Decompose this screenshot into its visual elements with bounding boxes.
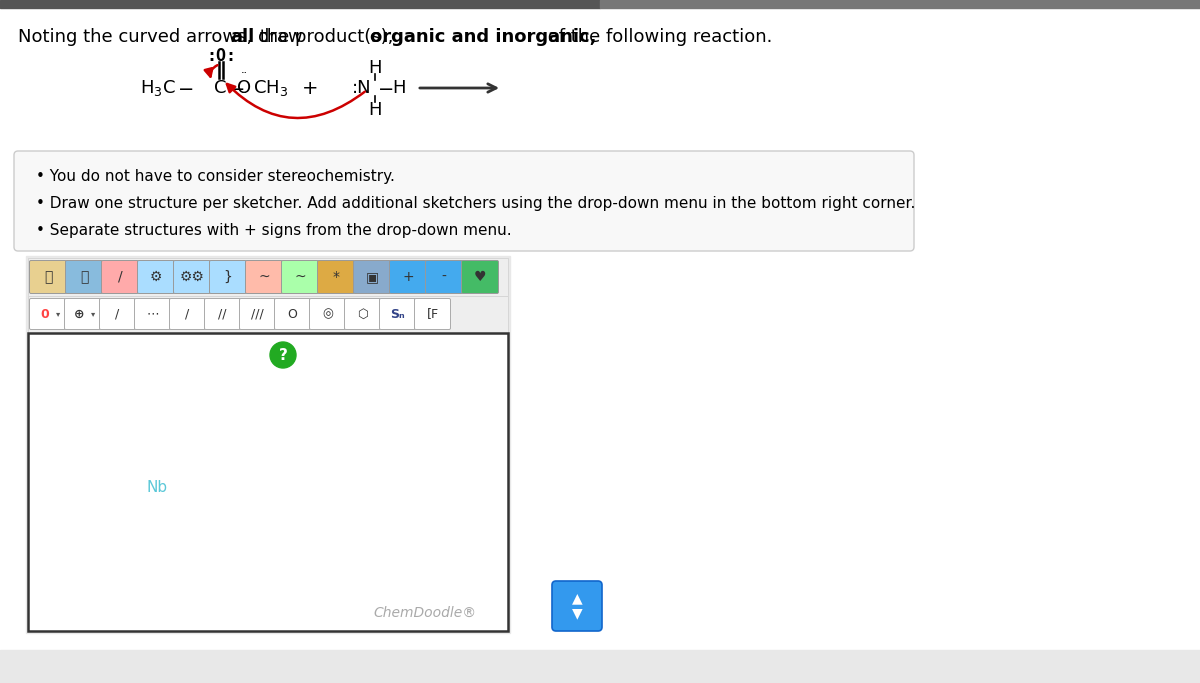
Text: CH$_3$: CH$_3$ [253, 78, 288, 98]
FancyBboxPatch shape [102, 260, 138, 294]
FancyBboxPatch shape [240, 298, 276, 329]
FancyBboxPatch shape [426, 260, 462, 294]
Bar [28, 296, 508, 333]
Text: ⚙: ⚙ [150, 270, 162, 284]
FancyBboxPatch shape [310, 298, 346, 329]
FancyBboxPatch shape [65, 298, 101, 329]
Text: :O:: :O: [206, 47, 236, 65]
Text: of the following reaction.: of the following reaction. [542, 28, 772, 46]
Bar [0, 650, 1200, 683]
Text: all: all [230, 28, 254, 46]
Text: +: + [402, 270, 414, 284]
Text: $-$: $-$ [377, 79, 394, 98]
Text: +: + [301, 79, 318, 98]
Text: the product(s),: the product(s), [253, 28, 398, 46]
FancyBboxPatch shape [134, 298, 170, 329]
FancyBboxPatch shape [204, 298, 240, 329]
Text: }: } [223, 270, 233, 284]
Bar [28, 333, 508, 631]
Text: Nb: Nb [146, 480, 167, 495]
FancyBboxPatch shape [66, 260, 102, 294]
Text: 🖐: 🖐 [44, 270, 52, 284]
Text: :N: :N [353, 79, 372, 97]
Bar [28, 333, 508, 631]
Text: ///: /// [251, 307, 264, 320]
Text: /: / [115, 307, 120, 320]
Text: $-$: $-$ [178, 79, 193, 98]
Text: ChemDoodle®: ChemDoodle® [373, 606, 476, 620]
FancyBboxPatch shape [210, 260, 246, 294]
Text: Noting the curved arrows, draw: Noting the curved arrows, draw [18, 28, 308, 46]
FancyArrowPatch shape [205, 65, 217, 76]
FancyArrowPatch shape [227, 84, 365, 118]
Text: organic and inorganic,: organic and inorganic, [370, 28, 596, 46]
Bar [28, 296, 508, 333]
Text: ▾: ▾ [56, 309, 60, 318]
FancyBboxPatch shape [30, 298, 66, 329]
FancyBboxPatch shape [318, 260, 354, 294]
Text: O: O [288, 307, 298, 320]
Text: ▼: ▼ [571, 606, 582, 620]
FancyBboxPatch shape [552, 581, 602, 631]
FancyBboxPatch shape [30, 260, 66, 294]
Text: ⋯: ⋯ [146, 307, 158, 320]
Text: 🧪: 🧪 [80, 270, 88, 284]
Bar [26, 256, 510, 633]
FancyBboxPatch shape [344, 298, 380, 329]
Bar [0, 0, 600, 8]
Text: ▾: ▾ [91, 309, 95, 318]
Circle shape [270, 342, 296, 368]
Text: ▣: ▣ [366, 270, 378, 284]
FancyBboxPatch shape [14, 151, 914, 251]
Text: H: H [368, 59, 382, 77]
FancyBboxPatch shape [390, 260, 426, 294]
Text: /: / [185, 307, 190, 320]
Text: ¨: ¨ [241, 72, 247, 85]
Bar [600, 0, 1200, 8]
Text: O: O [236, 79, 251, 97]
Text: H: H [368, 101, 382, 119]
FancyBboxPatch shape [379, 298, 415, 329]
Text: [F: [F [426, 307, 438, 320]
FancyBboxPatch shape [354, 260, 390, 294]
FancyBboxPatch shape [100, 298, 136, 329]
Text: *: * [332, 270, 340, 284]
Text: //: // [218, 307, 227, 320]
FancyBboxPatch shape [169, 298, 205, 329]
Text: ?: ? [278, 348, 288, 363]
FancyBboxPatch shape [282, 260, 318, 294]
Text: 0: 0 [40, 307, 49, 320]
Text: ⚙⚙: ⚙⚙ [180, 270, 204, 284]
FancyBboxPatch shape [275, 298, 311, 329]
Text: • You do not have to consider stereochemistry.: • You do not have to consider stereochem… [36, 169, 395, 184]
Text: $-$: $-$ [228, 79, 245, 98]
FancyBboxPatch shape [462, 260, 498, 294]
Text: • Separate structures with + signs from the drop-down menu.: • Separate structures with + signs from … [36, 223, 511, 238]
Text: ⊕: ⊕ [74, 307, 85, 320]
Text: C: C [214, 79, 227, 97]
Bar [28, 258, 508, 296]
Text: H$_3$C: H$_3$C [140, 78, 175, 98]
Text: ~: ~ [258, 270, 270, 284]
Text: • Draw one structure per sketcher. Add additional sketchers using the drop-down : • Draw one structure per sketcher. Add a… [36, 196, 916, 211]
Text: Sₙ: Sₙ [390, 307, 404, 320]
Text: ⬡: ⬡ [358, 307, 368, 320]
Text: -: - [442, 270, 446, 284]
FancyBboxPatch shape [138, 260, 174, 294]
Bar [28, 258, 508, 296]
FancyBboxPatch shape [174, 260, 210, 294]
Text: ◎: ◎ [322, 307, 332, 320]
Text: ♥: ♥ [474, 270, 486, 284]
Text: ▲: ▲ [571, 591, 582, 605]
Text: ¨: ¨ [241, 92, 247, 104]
FancyBboxPatch shape [414, 298, 450, 329]
Text: H: H [392, 79, 406, 97]
FancyBboxPatch shape [246, 260, 282, 294]
Text: /: / [118, 270, 122, 284]
Text: ~: ~ [294, 270, 306, 284]
